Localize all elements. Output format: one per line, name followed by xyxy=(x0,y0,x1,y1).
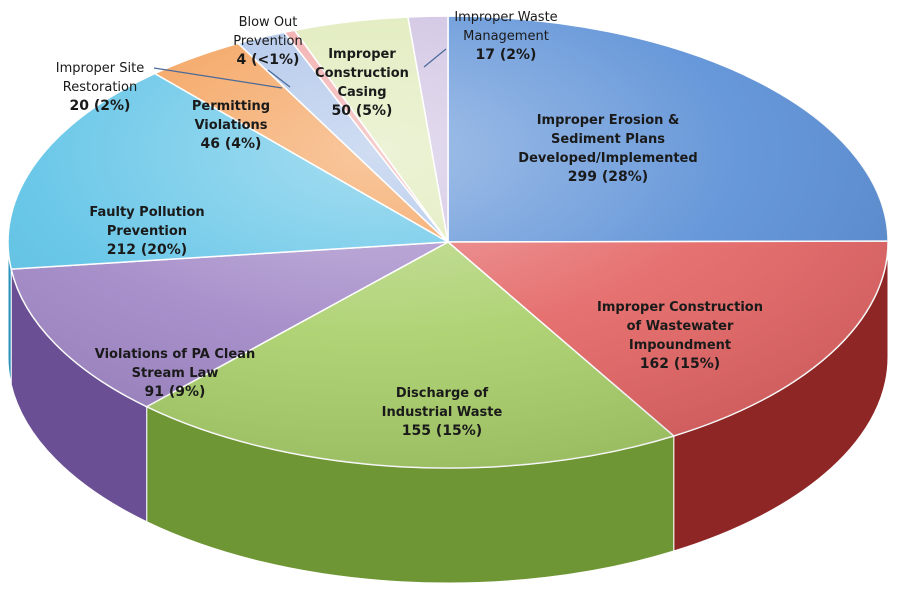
slice-value-casing: 50 (5%) xyxy=(332,103,393,119)
slice-label-line: Improper Waste xyxy=(454,10,557,25)
slice-value-wastemgmt: 17 (2%) xyxy=(476,47,537,63)
slice-label-line: Permitting xyxy=(192,99,270,114)
slice-label-line: Developed/Implemented xyxy=(518,151,697,166)
slice-label-line: Improper Erosion & xyxy=(537,113,680,128)
slice-labels: Improper Erosion & Sediment Plans Develope… xyxy=(56,10,763,439)
slice-label-pollution: Faulty Pollution Prevention 212 (20%) xyxy=(89,205,204,258)
slice-value-blowout: 4 (<1%) xyxy=(237,52,300,68)
slice-label-line: Sediment Plans xyxy=(551,132,665,147)
slice-label-line: Violations xyxy=(194,118,267,133)
slice-label-line: Prevention xyxy=(107,224,187,239)
leader-lines xyxy=(153,48,447,89)
slice-label-wastemgmt: Improper Waste Management 17 (2%) xyxy=(454,10,557,63)
slice-label-line: Restoration xyxy=(63,80,137,95)
slice-label-line: of Wastewater xyxy=(627,319,734,334)
slice-label-line: Stream Law xyxy=(132,366,219,381)
slice-value-discharge: 155 (15%) xyxy=(402,423,482,439)
slice-label-wastewater: Improper Construction of Wastewater Impoun… xyxy=(597,300,763,372)
slice-label-permitting: Permitting Violations 46 (4%) xyxy=(192,99,270,152)
slice-value-wastewater: 162 (15%) xyxy=(640,356,720,372)
slice-label-line: Discharge of xyxy=(396,386,489,401)
leader-line-restoration xyxy=(153,67,283,89)
slice-label-line: Industrial Waste xyxy=(382,405,503,420)
slice-label-erosion: Improper Erosion & Sediment Plans Develope… xyxy=(518,113,697,185)
slice-label-line: Improper xyxy=(328,47,396,62)
slice-value-erosion: 299 (28%) xyxy=(568,169,648,185)
slice-label-cleanstream: Violations of PA Clean Stream Law 91 (9%) xyxy=(95,347,255,400)
slice-label-line: Management xyxy=(463,29,549,44)
slice-value-cleanstream: 91 (9%) xyxy=(145,384,206,400)
slice-label-line: Improper Construction xyxy=(597,300,763,315)
slice-value-restoration: 20 (2%) xyxy=(70,98,131,114)
slice-label-blowout: Blow Out Prevention 4 (<1%) xyxy=(233,15,303,68)
slice-label-line: Casing xyxy=(337,85,386,100)
leader-line-blowout xyxy=(267,69,291,88)
slice-label-restoration: Improper Site Restoration 20 (2%) xyxy=(56,61,144,114)
pie-gloss xyxy=(8,16,888,468)
slice-label-casing: Improper Construction Casing 50 (5%) xyxy=(315,47,409,119)
slice-label-line: Improper Site xyxy=(56,61,144,76)
slice-label-line: Impoundment xyxy=(629,338,731,353)
slice-label-line: Violations of PA Clean xyxy=(95,347,255,362)
slice-label-line: Prevention xyxy=(233,34,303,49)
slice-label-line: Construction xyxy=(315,66,409,81)
pie-gloss-ellipse xyxy=(8,16,888,468)
slice-label-discharge: Discharge of Industrial Waste 155 (15%) xyxy=(382,386,503,439)
slice-value-permitting: 46 (4%) xyxy=(201,136,262,152)
slice-value-pollution: 212 (20%) xyxy=(107,242,187,258)
leader-line-wastemgmt xyxy=(423,48,447,68)
slice-label-line: Blow Out xyxy=(239,15,298,30)
slice-label-line: Faulty Pollution xyxy=(89,205,204,220)
